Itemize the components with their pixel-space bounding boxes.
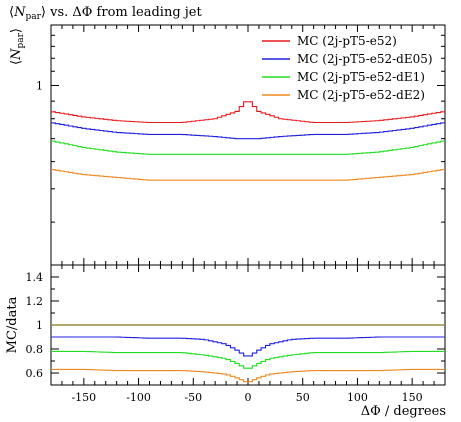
ylabel-sub: par — [16, 32, 26, 48]
legend: MC (2j-pT5-e52) MC (2j-pT5-e52-dE05) MC (2… — [262, 34, 433, 102]
x-tick-label: -150 — [71, 391, 96, 404]
y-tick-label: 1 — [36, 79, 43, 92]
x-tick-label: 100 — [347, 391, 368, 404]
ylabel-n: N — [9, 48, 24, 61]
series-line-3 — [51, 140, 445, 155]
legend-label-3: MC (2j-pT5-e52-dE1) — [297, 70, 425, 84]
x-tick-label: 0 — [245, 391, 252, 404]
ratio-y-tick-label: 0.6 — [26, 367, 44, 380]
ratio-plot-panel: 0.6 0.8 1 1.2 1.4 -150 -100 -50 0 50 100 150 MC/da… — [5, 264, 446, 419]
ratio-y-tick-label: 1.2 — [26, 295, 44, 308]
x-tick-label: -100 — [126, 391, 151, 404]
ratio-plot-series — [51, 324, 445, 383]
title-n: N — [13, 5, 26, 20]
series-line-4 — [51, 169, 445, 181]
ratio-y-tick-label: 0.8 — [26, 343, 44, 356]
x-tick-label: 150 — [402, 391, 423, 404]
legend-label-1: MC (2j-pT5-e52) — [297, 34, 397, 48]
main-plot-y-tick-labels: 1 — [36, 79, 43, 92]
title-sub: par — [25, 12, 41, 22]
chart-title: ⟨Npar⟩ vs. ΔΦ from leading jet — [9, 5, 202, 22]
ylabel-close: ⟩ — [9, 28, 24, 33]
ratio-y-tick-label: 1 — [36, 319, 43, 332]
title-rest: ⟩ vs. ΔΦ from leading jet — [41, 5, 203, 20]
ratio-y-axis-label: MC/data — [5, 296, 20, 353]
x-tick-label: -50 — [184, 391, 202, 404]
ylabel-open: ⟨ — [9, 60, 24, 65]
main-plot-series — [51, 101, 445, 181]
title-open: ⟨ — [9, 5, 14, 20]
main-plot-panel: 1 ⟨Npar⟩ — [9, 24, 446, 266]
ratio-series-line-4 — [51, 368, 445, 383]
ratio-y-tick-labels: 0.6 0.8 1 1.2 1.4 — [26, 271, 44, 380]
series-line-1 — [51, 101, 445, 124]
ratio-series-line-3 — [51, 350, 445, 369]
ratio-series-line-2 — [51, 336, 445, 357]
x-tick-label: 50 — [296, 391, 310, 404]
x-tick-labels: -150 -100 -50 0 50 100 150 — [71, 391, 422, 404]
series-line-2 — [51, 122, 445, 140]
legend-label-4: MC (2j-pT5-e52-dE2) — [297, 88, 425, 102]
ratio-y-tick-label: 1.4 — [26, 271, 44, 284]
y-axis-label: ⟨Npar⟩ — [9, 28, 26, 65]
legend-label-2: MC (2j-pT5-e52-dE05) — [297, 52, 433, 66]
x-axis-label: ΔΦ / degrees — [361, 404, 446, 419]
main-plot-ticks — [50, 24, 446, 266]
